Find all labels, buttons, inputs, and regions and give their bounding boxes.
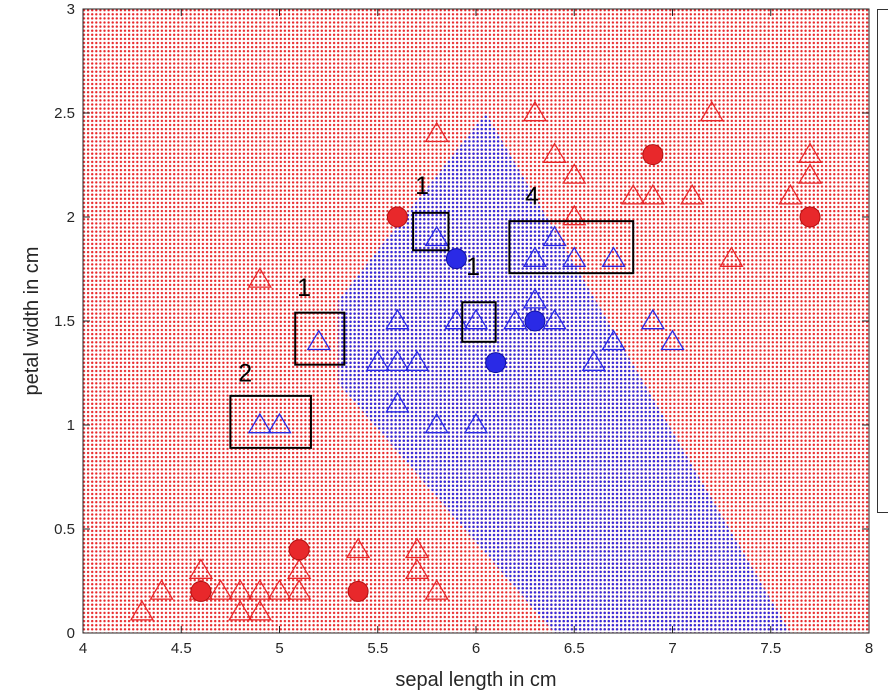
triangle-marker-red — [345, 537, 371, 559]
triangle-marker-blue — [522, 246, 548, 267]
triangle-marker-blue — [601, 329, 626, 351]
annotation-count-label: 2 — [238, 359, 252, 387]
plot-area: 1 2 1 1 4 — [83, 9, 869, 633]
annotation-box — [294, 311, 346, 366]
x-tick-label: 6 — [472, 640, 480, 657]
triangle-marker-red — [522, 100, 548, 122]
x-tick-label: 8 — [865, 640, 873, 657]
triangle-marker-red — [424, 579, 449, 600]
triangle-marker-red — [404, 537, 430, 559]
triangle-marker-blue — [463, 308, 489, 330]
triangle-marker-blue — [581, 350, 607, 371]
y-axis-ticks: 0 0.5 1 1.5 2 2.5 3 — [54, 1, 869, 642]
triangle-marker-blue — [365, 350, 390, 371]
x-tick-label: 4.5 — [171, 640, 192, 657]
triangle-marker-red — [129, 599, 155, 621]
legend-box — [877, 9, 888, 513]
triangle-marker-red — [562, 163, 587, 184]
x-tick-label: 5.5 — [367, 640, 388, 657]
triangle-marker-red — [719, 246, 744, 267]
triangle-marker-red — [228, 579, 253, 600]
triangle-marker-red — [287, 558, 312, 579]
triangle-marker-red — [424, 121, 449, 143]
x-tick-label: 7.5 — [760, 640, 781, 657]
triangle-marker-red — [778, 183, 803, 205]
annotation-count-label: 1 — [297, 274, 311, 302]
triangle-marker-red — [680, 183, 705, 205]
annotation-count-label: 4 — [525, 183, 539, 211]
annotation-box — [229, 394, 312, 449]
triangle-marker-red — [640, 183, 665, 205]
x-tick-label: 5 — [275, 640, 283, 657]
y-tick-label: 2 — [67, 209, 75, 226]
triangle-marker-blue — [522, 287, 548, 309]
triangle-marker-blue — [385, 350, 410, 371]
circle-marker-blue — [485, 352, 507, 374]
y-tick-label: 0.5 — [54, 521, 75, 538]
y-axis-label: petal width in cm — [21, 247, 43, 396]
triangle-marker-blue — [562, 246, 587, 267]
circle-marker-blue — [445, 248, 467, 270]
triangle-marker-red — [228, 599, 253, 621]
y-tick-label: 1 — [67, 417, 75, 434]
triangle-marker-blue — [385, 308, 410, 330]
annotation-box — [508, 220, 635, 275]
circle-marker-red — [190, 580, 212, 602]
triangle-marker-red — [699, 100, 724, 122]
annotation-boxes: 1 2 1 1 4 — [229, 172, 635, 449]
x-tick-label: 4 — [79, 640, 87, 657]
triangle-marker-red — [562, 204, 587, 226]
triangle-marker-red — [247, 579, 272, 600]
triangle-marker-red — [247, 267, 272, 288]
annotation-box — [461, 301, 497, 343]
blue-decision-region — [338, 113, 791, 633]
data-marks — [129, 100, 823, 621]
circle-marker-red — [288, 539, 310, 561]
triangle-marker-blue — [247, 412, 272, 434]
y-tick-label: 1.5 — [54, 313, 75, 330]
circle-marker-red — [347, 580, 369, 602]
triangle-marker-red — [542, 142, 567, 163]
circle-marker-red — [386, 206, 408, 228]
x-axis-ticks: 4 4.5 5 5.5 6 6.5 7 7.5 8 — [79, 9, 873, 657]
triangle-marker-red — [404, 558, 430, 579]
triangle-marker-blue — [306, 329, 331, 351]
annotation-count-label: 1 — [466, 253, 480, 281]
triangle-marker-blue — [640, 308, 665, 330]
circle-marker-red — [642, 144, 664, 166]
y-tick-label: 3 — [67, 1, 75, 18]
triangle-marker-red — [267, 579, 292, 600]
triangle-marker-blue — [503, 308, 528, 330]
triangle-marker-red — [287, 579, 312, 600]
y-tick-label: 2.5 — [54, 105, 75, 122]
annotation-count-label: 1 — [415, 172, 429, 200]
circle-marker-red — [799, 206, 821, 228]
triangle-marker-blue — [463, 412, 489, 434]
triangle-marker-blue — [404, 350, 430, 371]
triangle-marker-blue — [542, 225, 567, 247]
x-tick-label: 7 — [668, 640, 676, 657]
triangle-marker-red — [797, 163, 823, 184]
annotation-box — [412, 211, 450, 252]
triangle-marker-red — [208, 579, 233, 600]
triangle-marker-red — [621, 183, 646, 205]
triangle-marker-blue — [660, 329, 685, 351]
triangle-marker-red — [797, 142, 823, 163]
triangle-marker-red — [188, 558, 214, 579]
triangle-marker-red — [247, 599, 272, 621]
triangle-marker-blue — [267, 412, 292, 434]
triangle-marker-blue — [424, 225, 449, 247]
triangle-marker-blue — [424, 412, 449, 434]
circle-marker-blue — [524, 310, 546, 332]
triangle-marker-blue — [601, 246, 626, 267]
triangle-marker-blue — [542, 308, 567, 330]
triangle-marker-red — [149, 579, 174, 600]
triangle-marker-blue — [385, 391, 410, 413]
y-tick-label: 0 — [67, 625, 75, 642]
x-axis-label: sepal length in cm — [395, 669, 556, 691]
x-tick-label: 6.5 — [564, 640, 585, 657]
